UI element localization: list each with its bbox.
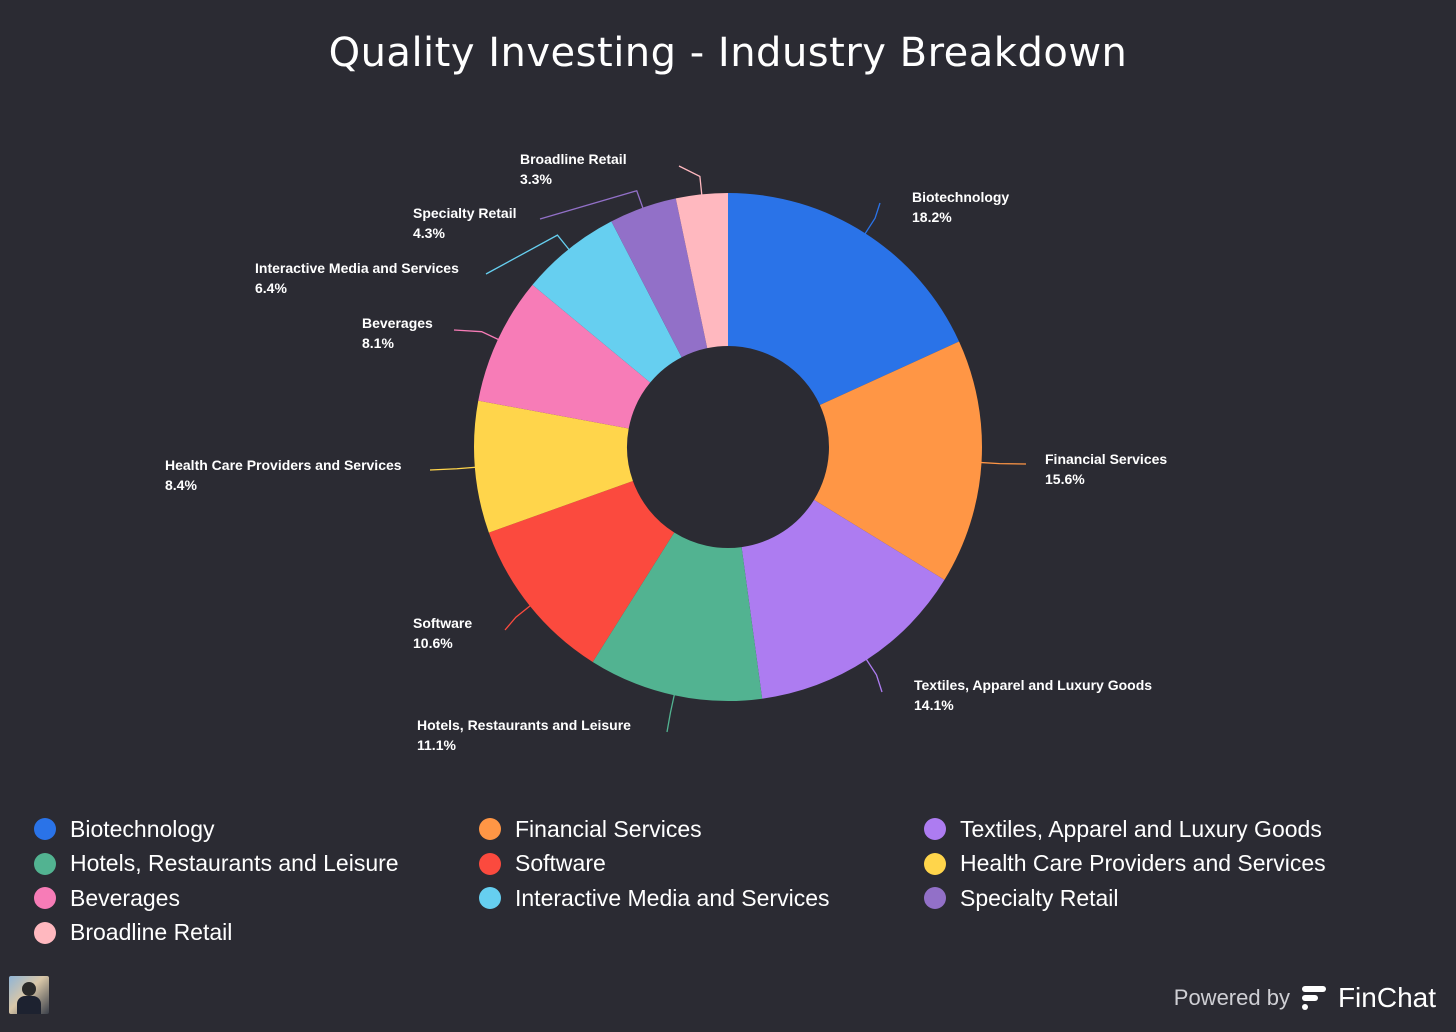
slice-label-value: 14.1% xyxy=(914,697,954,713)
finchat-logo-icon xyxy=(1301,986,1326,1010)
slice-label-value: 10.6% xyxy=(413,635,453,651)
slice-broadline-retail xyxy=(675,193,728,349)
legend-label: Financial Services xyxy=(515,815,702,842)
legend-item: Beverages xyxy=(34,881,479,916)
legend-swatch xyxy=(479,852,501,875)
leader-line xyxy=(863,656,883,693)
leader-line xyxy=(666,691,676,733)
legend-swatch xyxy=(34,818,56,841)
slice-label-name: Broadline Retail xyxy=(520,151,627,167)
leader-line xyxy=(429,466,479,471)
slice-label-value: 18.2% xyxy=(912,209,952,225)
legend-label: Health Care Providers and Services xyxy=(960,850,1326,877)
legend-label: Specialty Retail xyxy=(960,884,1119,911)
branding: Powered by FinChat xyxy=(1174,982,1436,1014)
slice-hotels-restaurants-and-leisure xyxy=(592,532,763,701)
leader-line xyxy=(862,202,881,238)
slice-beverages xyxy=(478,284,651,429)
slice-label-value: 8.1% xyxy=(362,335,394,351)
slice-label-value: 6.4% xyxy=(255,280,287,296)
finchat-brand-name: FinChat xyxy=(1337,982,1436,1013)
legend-swatch xyxy=(924,818,946,841)
slice-biotechnology xyxy=(728,193,960,406)
legend-label: Broadline Retail xyxy=(70,919,233,946)
slice-label-value: 8.4% xyxy=(165,477,197,493)
slice-label-name: Beverages xyxy=(362,315,433,331)
legend-item: Broadline Retail xyxy=(34,916,479,951)
slice-textiles-apparel-and-luxury-goods xyxy=(741,499,945,699)
legend-item: Biotechnology xyxy=(34,812,479,847)
slice-financial-services xyxy=(814,341,982,580)
legend-swatch xyxy=(34,887,56,910)
legend-swatch xyxy=(479,818,501,841)
slice-label-name: Health Care Providers and Services xyxy=(165,457,402,473)
slice-interactive-media-and-services xyxy=(532,221,682,383)
avatar-icon xyxy=(9,976,49,1014)
leader-line xyxy=(678,165,703,199)
leader-line xyxy=(977,461,1027,465)
slice-label-name: Hotels, Restaurants and Leisure xyxy=(417,717,631,733)
legend-swatch xyxy=(924,852,946,875)
slice-label-value: 11.1% xyxy=(417,737,456,753)
legend-label: Textiles, Apparel and Luxury Goods xyxy=(960,815,1322,842)
slice-specialty-retail xyxy=(611,198,708,358)
legend-item: Specialty Retail xyxy=(924,881,1369,916)
slice-label-name: Specialty Retail xyxy=(413,205,517,221)
legend-item: Software xyxy=(479,847,924,882)
legend-label: Beverages xyxy=(70,884,180,911)
legend: Biotechnology Financial Services Textiles,… xyxy=(34,812,1434,950)
leader-line xyxy=(453,329,502,342)
legend-swatch xyxy=(924,887,946,910)
legend-label: Hotels, Restaurants and Leisure xyxy=(70,850,399,877)
slice-label-name: Biotechnology xyxy=(912,189,1009,205)
chart-title: Quality Investing - Industry Breakdown xyxy=(328,30,1128,76)
slice-label-name: Interactive Media and Services xyxy=(255,260,459,276)
legend-swatch xyxy=(34,921,56,944)
slice-label-value: 15.6% xyxy=(1045,471,1085,487)
slice-label-name: Financial Services xyxy=(1045,451,1167,467)
legend-label: Biotechnology xyxy=(70,815,215,842)
slice-health-care-providers-and-services xyxy=(474,400,633,533)
legend-item: Health Care Providers and Services xyxy=(924,847,1369,882)
legend-item: Financial Services xyxy=(479,812,924,847)
leader-line xyxy=(539,189,645,220)
legend-item: Interactive Media and Services xyxy=(479,881,924,916)
slice-label-name: Software xyxy=(413,615,472,631)
powered-by-text: Powered by xyxy=(1173,985,1290,1010)
legend-label: Software xyxy=(515,850,606,877)
leader-line xyxy=(504,602,534,631)
legend-swatch xyxy=(34,852,56,875)
donut-chart: Biotechnology 18.2% Financial Services 15.6… xyxy=(165,151,1167,753)
slice-label-value: 3.3% xyxy=(520,171,552,187)
legend-item: Hotels, Restaurants and Leisure xyxy=(34,847,479,882)
slice-software xyxy=(488,481,675,662)
legend-item: Textiles, Apparel and Luxury Goods xyxy=(924,812,1369,847)
legend-label: Interactive Media and Services xyxy=(515,884,830,911)
legend-swatch xyxy=(479,887,501,910)
slice-label-value: 4.3% xyxy=(413,225,445,241)
leader-line xyxy=(485,234,572,275)
slice-label-name: Textiles, Apparel and Luxury Goods xyxy=(914,677,1152,693)
